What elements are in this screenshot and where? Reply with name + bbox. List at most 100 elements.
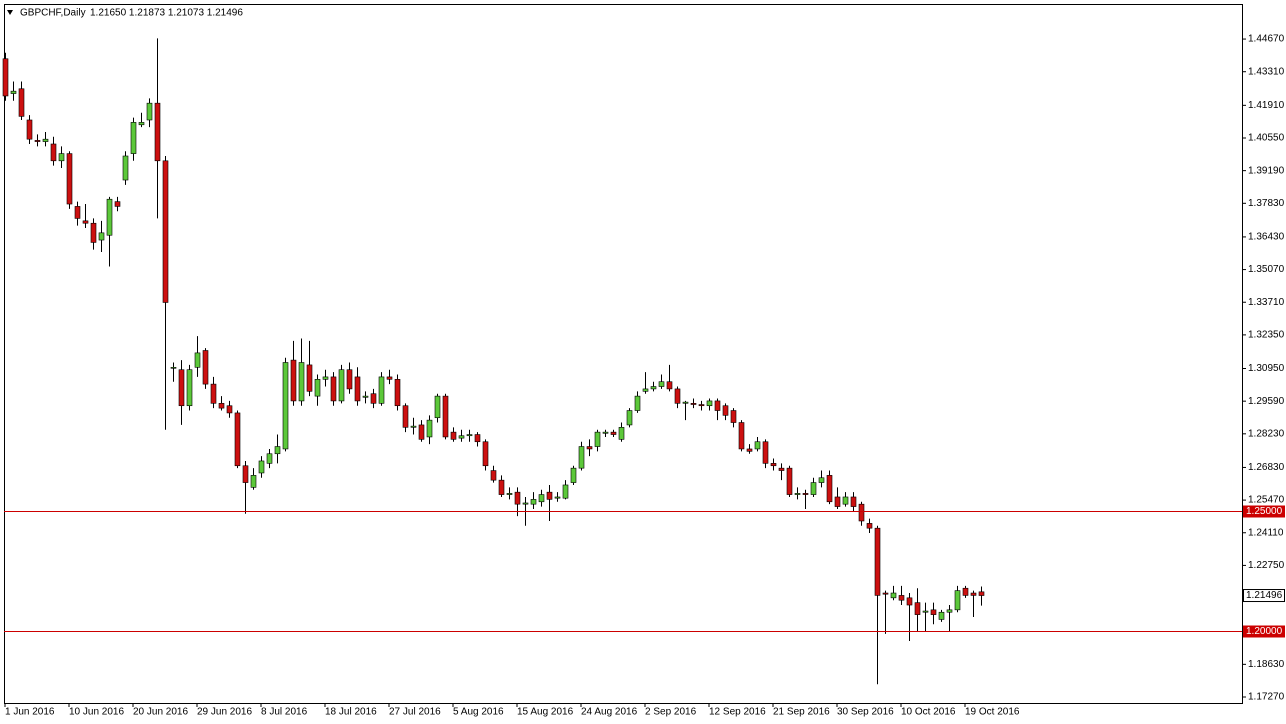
candle-body xyxy=(802,493,809,495)
candle-body xyxy=(434,395,441,419)
candle-body xyxy=(74,206,81,219)
y-tick-label: 1.24110 xyxy=(1248,527,1284,538)
y-tick-label: 1.32350 xyxy=(1248,330,1285,341)
candle-body xyxy=(690,403,697,405)
y-tick-label: 1.40550 xyxy=(1248,133,1285,144)
x-tick-label: 10 Jun 2016 xyxy=(69,707,124,718)
candle-body xyxy=(274,446,281,455)
y-tick-label: 1.41910 xyxy=(1248,100,1285,111)
candle-body xyxy=(210,383,217,404)
candle-body xyxy=(794,493,801,495)
candle-body xyxy=(530,499,537,505)
candle-body xyxy=(402,405,409,428)
candle-body xyxy=(962,587,969,596)
y-tick-label: 1.18630 xyxy=(1248,659,1285,670)
y-tick-label: 1.17270 xyxy=(1248,692,1285,703)
y-tick-label: 1.35070 xyxy=(1248,264,1285,275)
candle-body xyxy=(770,463,777,467)
candle-body xyxy=(786,467,793,495)
candle-body xyxy=(954,590,961,611)
y-tick-label: 1.37830 xyxy=(1248,198,1285,209)
candle-body xyxy=(658,381,665,387)
x-tick-label: 10 Oct 2016 xyxy=(901,707,956,718)
candle-body xyxy=(858,503,865,522)
candle-body xyxy=(938,611,945,620)
y-tick-label: 1.22750 xyxy=(1248,560,1285,571)
candle-body xyxy=(906,597,913,606)
candle-body xyxy=(618,427,625,440)
candle-body xyxy=(354,376,361,402)
x-tick-label: 29 Jun 2016 xyxy=(197,707,252,718)
x-tick-label: 5 Aug 2016 xyxy=(453,707,504,718)
candle-body xyxy=(386,376,393,380)
candle-body xyxy=(642,388,649,392)
candle-body xyxy=(754,441,761,450)
x-tick-label: 20 Jun 2016 xyxy=(133,707,188,718)
y-tick-label: 1.33710 xyxy=(1248,297,1285,308)
candle-body xyxy=(730,410,737,423)
candle-body xyxy=(34,140,41,142)
y-tick-label: 1.25470 xyxy=(1248,495,1285,506)
x-tick-label: 2 Sep 2016 xyxy=(645,707,697,718)
candle-body xyxy=(186,369,193,407)
candle-body xyxy=(562,484,569,499)
y-tick-label: 1.29590 xyxy=(1248,396,1285,407)
x-tick-label: 18 Jul 2016 xyxy=(325,707,377,718)
menu-arrow[interactable] xyxy=(7,10,13,15)
candle-body xyxy=(746,448,753,452)
candle-body xyxy=(194,352,201,368)
candle-body xyxy=(586,446,593,450)
y-tick-label: 1.30950 xyxy=(1248,363,1285,374)
candle-body xyxy=(914,602,921,615)
candle-body xyxy=(506,493,513,495)
candle-body xyxy=(834,496,841,507)
candle-body xyxy=(818,477,825,483)
candle-body xyxy=(410,425,417,428)
y-tick-label: 1.26830 xyxy=(1248,462,1285,473)
candle-body xyxy=(458,435,465,439)
candle-body xyxy=(674,388,681,404)
candle-body xyxy=(234,412,241,467)
candle-body xyxy=(258,460,265,474)
candle-body xyxy=(450,431,457,440)
candle-body xyxy=(298,362,305,402)
candle-body xyxy=(378,376,385,404)
y-tick-label: 1.39190 xyxy=(1248,165,1285,176)
candle-body xyxy=(722,405,729,416)
candle-body xyxy=(842,496,849,505)
candle-body xyxy=(810,482,817,495)
x-tick-label: 21 Sep 2016 xyxy=(773,707,830,718)
candle-body xyxy=(514,491,521,505)
candle-body xyxy=(2,58,9,97)
candle-body xyxy=(242,465,249,483)
candle-body xyxy=(202,350,209,385)
candle-body xyxy=(170,367,177,369)
candle-body xyxy=(634,395,641,411)
candle-body xyxy=(362,395,369,398)
candle-body xyxy=(306,364,313,392)
candle-body xyxy=(898,595,905,601)
candle-body xyxy=(602,431,609,434)
candle-body xyxy=(946,609,953,613)
candle-body xyxy=(626,410,633,426)
current-price-label: 1.21496 xyxy=(1246,590,1283,601)
candle-body xyxy=(114,201,121,207)
candle-body xyxy=(762,441,769,464)
candle-body xyxy=(826,475,833,503)
candle-body xyxy=(106,198,113,236)
candle-body xyxy=(50,143,57,162)
candle-body xyxy=(922,610,929,613)
candle-body xyxy=(58,153,65,162)
candle-body xyxy=(482,441,489,467)
candle-body xyxy=(394,379,401,407)
x-tick-label: 1 Jun 2016 xyxy=(5,707,55,718)
candle-body xyxy=(130,122,137,154)
candle-body xyxy=(66,153,73,205)
x-tick-label: 19 Oct 2016 xyxy=(965,707,1020,718)
candle-body xyxy=(90,222,97,243)
candle-body xyxy=(778,467,785,471)
candle-body xyxy=(874,527,881,596)
candle-body xyxy=(154,102,161,162)
